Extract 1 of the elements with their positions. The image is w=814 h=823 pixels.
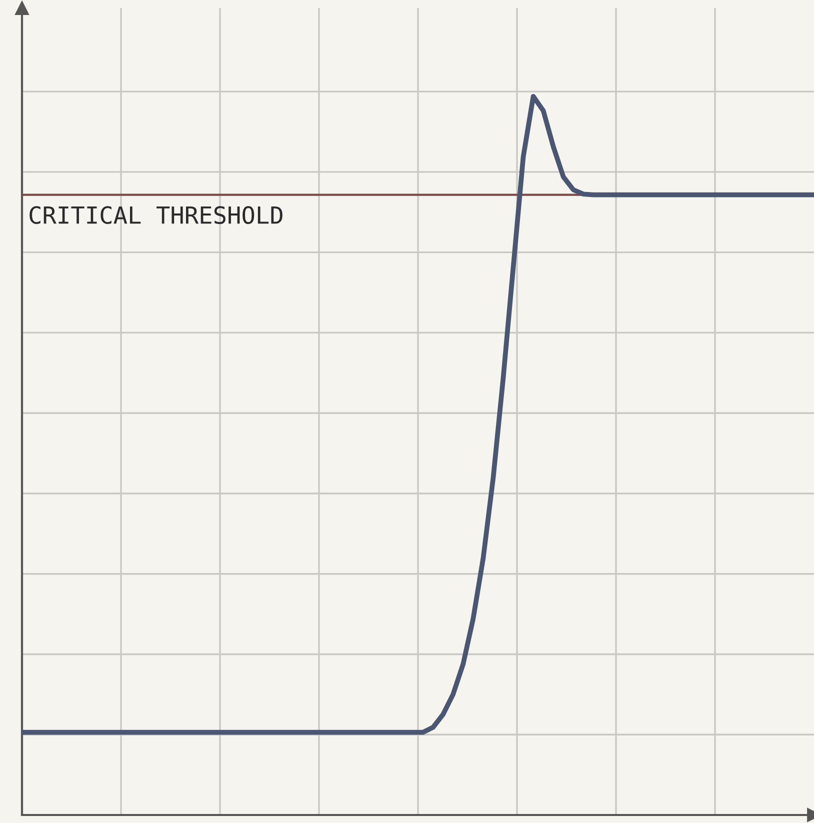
ref-line-label: CRITICAL THRESHOLD [30,206,282,224]
